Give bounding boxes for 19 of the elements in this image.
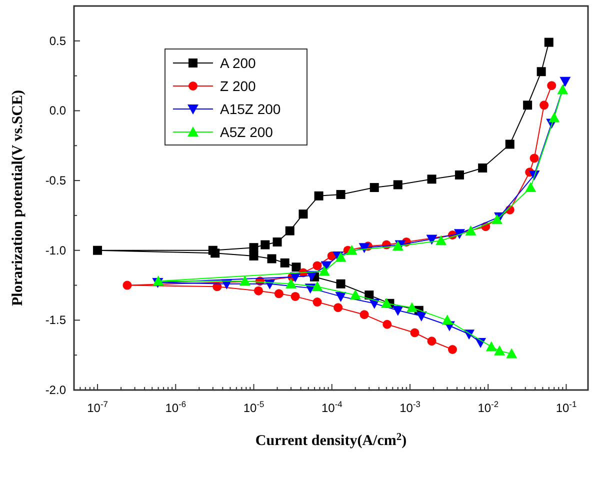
y-tick-label: -2.0: [45, 383, 66, 397]
x-axis-title: Current density(A/cm$^{2}$): [255, 432, 407, 449]
y-tick-label: 0.5: [49, 34, 66, 48]
x-tick-label: 10$^{-5}$: [243, 399, 264, 415]
legend-label: A 200: [220, 55, 256, 71]
legend-label: A5Z 200: [220, 124, 274, 140]
x-tick-label: 10$^{-1}$: [556, 399, 577, 415]
y-tick-label: -0.5: [45, 174, 66, 188]
legend-label: A15Z 200: [220, 101, 281, 117]
x-tick-label: 10$^{-6}$: [165, 399, 186, 415]
x-tick-label: 10$^{-4}$: [321, 399, 343, 415]
x-tick-label: 10$^{-3}$: [400, 399, 421, 415]
x-tick-label: 10$^{-2}$: [478, 399, 499, 415]
y-tick-label: -1.5: [45, 313, 66, 328]
y-tick-label: -1.0: [45, 243, 66, 258]
y-tick-label: 0.0: [49, 104, 66, 118]
legend-label: Z 200: [220, 78, 256, 94]
x-tick-label: 10$^{-7}$: [87, 399, 108, 415]
y-axis-title: Plorarization potential(V vs.SCE): [10, 90, 26, 306]
